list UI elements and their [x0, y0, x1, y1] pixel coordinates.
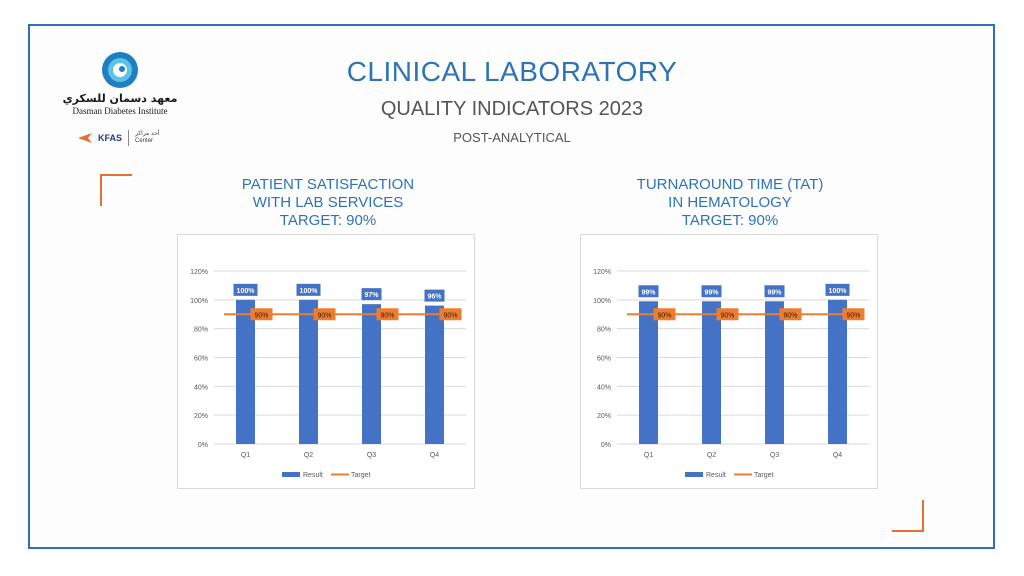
section-label: POST-ANALYTICAL [453, 130, 571, 145]
target-label-bg [842, 308, 865, 321]
bar-result [828, 299, 847, 444]
y-tick-label: 100% [593, 298, 611, 305]
y-tick-label: 120% [593, 269, 611, 276]
bar-result [236, 299, 255, 444]
target-data-label: 90% [317, 312, 331, 319]
bar-result [765, 301, 784, 444]
chart-title-line: PATIENT SATISFACTION [241, 176, 415, 193]
legend-label-result: Result [303, 472, 323, 479]
institute-name-arabic: معهد دسمان للسكري [62, 92, 178, 105]
kfas-arabic: أحد مراكز [135, 131, 160, 137]
kfas-center: Center [135, 138, 154, 144]
legend-swatch-result [685, 472, 703, 477]
kfas-center-label: أحد مراكز Center [135, 131, 160, 145]
chart-title-line: WITH LAB SERVICES [252, 194, 404, 211]
target-data-label: 90% [254, 312, 268, 319]
bar-label-bg [638, 285, 659, 298]
kfas-divider [128, 130, 130, 146]
bar-data-label: 100% [829, 288, 848, 295]
x-tick-label: Q4 [833, 452, 842, 459]
bar-label-bg [825, 283, 850, 296]
target-data-label: 90% [720, 312, 734, 319]
bar-label-bg [701, 285, 722, 298]
bar-label-bg [233, 283, 258, 296]
bar-result [362, 304, 381, 444]
chart-title-line: TARGET: 90% [681, 212, 779, 229]
y-tick-label: 120% [190, 269, 208, 276]
y-tick-label: 40% [597, 384, 611, 391]
x-tick-label: Q1 [644, 452, 653, 459]
kfas-emblem-icon [78, 133, 92, 143]
x-tick-label: Q2 [707, 452, 716, 459]
legend-label-result: Result [706, 472, 726, 479]
bar-result [702, 301, 721, 444]
legend-label-target: Target [754, 472, 774, 479]
kfas-logo: KFAS أحد مراكز Center [78, 130, 160, 146]
bar-data-label: 97% [364, 292, 379, 299]
bar-data-label: 96% [427, 294, 442, 301]
target-data-label: 90% [846, 312, 860, 319]
x-tick-label: Q4 [430, 452, 439, 459]
target-data-label: 90% [380, 312, 394, 319]
target-label-bg [376, 308, 399, 321]
x-tick-label: Q1 [241, 452, 250, 459]
chart-satisfaction-svg: 0% 20% 40% 60% 80% 100% 120% Q1 Q2 Q3 Q4 90% 90% 90% 9… [190, 269, 466, 479]
page-title: CLINICAL LABORATORY [346, 56, 678, 87]
bar-result [639, 301, 658, 444]
corner-decoration-top-left [100, 174, 132, 206]
target-label-bg [716, 308, 739, 321]
y-tick-label: 20% [194, 413, 208, 420]
y-tick-label: 80% [597, 327, 611, 334]
bar-data-label: 99% [641, 289, 656, 296]
dasman-logo-icon [102, 52, 138, 88]
chart-tat: 0% 20% 40% 60% 80% 100% 120% Q1 Q2 Q3 Q4 90% 90% 90% 9… [580, 234, 878, 489]
bar-data-label: 99% [704, 289, 719, 296]
y-tick-label: 40% [194, 384, 208, 391]
chart-title-line: IN HEMATOLOGY [668, 194, 792, 211]
chart-title-satisfaction: PATIENT SATISFACTION WITH LAB SERVICES T… [178, 176, 478, 230]
bar-data-label: 99% [767, 289, 782, 296]
bar-label-bg [764, 285, 785, 298]
target-data-label: 90% [443, 312, 457, 319]
legend-swatch-result [282, 472, 300, 477]
y-tick-label: 0% [198, 442, 208, 449]
y-tick-label: 0% [601, 442, 611, 449]
chart-title-line: TARGET: 90% [279, 212, 377, 229]
x-tick-label: Q2 [304, 452, 313, 459]
bar-data-label: 100% [237, 288, 256, 295]
y-tick-label: 80% [194, 327, 208, 334]
y-tick-label: 20% [597, 413, 611, 420]
target-label-bg [439, 308, 462, 321]
x-tick-label: Q3 [770, 452, 779, 459]
target-data-label: 90% [783, 312, 797, 319]
chart-title-tat: TURNAROUND TIME (TAT) IN HEMATOLOGY TARG… [580, 176, 880, 230]
y-tick-label: 60% [597, 356, 611, 363]
bar-data-label: 100% [300, 288, 319, 295]
bar-label-bg [296, 283, 321, 296]
institute-logo: معهد دسمان للسكري Dasman Diabetes Instit… [60, 50, 180, 116]
chart-tat-svg: 0% 20% 40% 60% 80% 100% 120% Q1 Q2 Q3 Q4 90% 90% 90% 9… [593, 269, 869, 479]
target-label-bg [779, 308, 802, 321]
kfas-label: KFAS [98, 133, 123, 143]
bar-result [299, 299, 318, 444]
chart-title-line: TURNAROUND TIME (TAT) [636, 176, 824, 193]
y-tick-label: 100% [190, 298, 208, 305]
bar-label-bg [361, 288, 382, 301]
corner-decoration-bottom-right [892, 500, 924, 532]
target-label-bg [250, 308, 273, 321]
target-label-bg [313, 308, 336, 321]
legend-label-target: Target [351, 472, 371, 479]
page-subtitle: QUALITY INDICATORS 2023 [380, 98, 644, 120]
target-data-label: 90% [657, 312, 671, 319]
target-label-bg [653, 308, 676, 321]
institute-name-english: Dasman Diabetes Institute [72, 106, 168, 116]
y-tick-label: 60% [194, 356, 208, 363]
x-tick-label: Q3 [367, 452, 376, 459]
chart-satisfaction: 0% 20% 40% 60% 80% 100% 120% Q1 Q2 Q3 Q4 90% 90% 90% 9… [177, 234, 475, 489]
bar-result [425, 305, 444, 444]
bar-label-bg [424, 289, 445, 302]
